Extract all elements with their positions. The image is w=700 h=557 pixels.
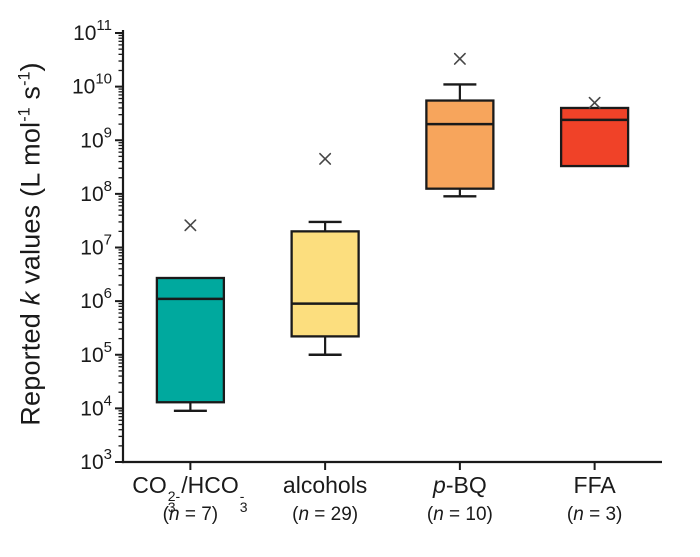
- outlier-marker-p-bq-0: [453, 52, 466, 65]
- outlier-marker-alcohols-0: [319, 152, 332, 165]
- italic-n: n: [573, 504, 584, 525]
- y-tick-exponent: 8: [104, 178, 112, 195]
- y-tick-label-10e10: 1010: [72, 71, 112, 99]
- outlier-x-stroke: [453, 52, 466, 65]
- y-tick-label-10e9: 109: [80, 124, 112, 152]
- x-category-label-co3-hco3: CO 2- 3/HCO -3: [105, 472, 275, 515]
- boxplot-group-p-bq: [425, 52, 495, 470]
- boxplot-group-alcohols: [290, 152, 360, 470]
- box-p-bq: [425, 99, 495, 190]
- label-text: Reported: [15, 305, 46, 426]
- label-text: ): [15, 62, 46, 72]
- boxplot-group-ffa: [559, 96, 630, 470]
- x-category-n-label-p-bq: (n = 10): [426, 504, 493, 525]
- italic-n: n: [298, 504, 310, 525]
- x-category-label-alcohols: alcohols: [240, 472, 410, 499]
- y-tick-label-10e5: 105: [80, 339, 112, 367]
- x-category-n-label-alcohols: (n = 29): [292, 504, 359, 525]
- x-category-n-label-co3-hco3: (n = 7): [162, 504, 219, 525]
- y-tick-exponent: 3: [104, 446, 112, 463]
- label-text: s: [15, 85, 46, 108]
- y-tick-exponent: 7: [104, 232, 112, 249]
- label-text: /HCO: [181, 472, 239, 498]
- label-text: -BQ: [445, 472, 487, 498]
- subscript: 3: [167, 499, 176, 515]
- y-tick-label-10e7: 107: [80, 232, 112, 260]
- label-text: values (L mol: [15, 121, 46, 292]
- y-tick-exponent: 4: [104, 392, 112, 409]
- x-category-n-label-ffa: (n = 3): [566, 504, 623, 525]
- outlier-x-stroke: [184, 219, 197, 232]
- label-text: p: [433, 472, 446, 498]
- y-tick-label-10e6: 106: [80, 285, 112, 313]
- superscript: 2-: [167, 488, 181, 504]
- box-co3-hco3: [155, 276, 226, 404]
- y-tick-exponent: 6: [104, 285, 112, 302]
- y-tick-exponent: 10: [95, 71, 112, 88]
- outlier-x-stroke: [319, 152, 332, 165]
- y-tick-exponent: 9: [104, 124, 112, 141]
- outlier-marker-co3-hco3-0: [184, 219, 197, 232]
- sub-sup-stack: 2- 3: [167, 488, 181, 515]
- label-text: -1: [15, 71, 34, 86]
- outlier-x-stroke: [588, 96, 601, 109]
- italic-n: n: [433, 504, 444, 525]
- label-text: alcohols: [282, 472, 368, 498]
- label-text: -1: [15, 107, 34, 122]
- italic-n: n: [168, 504, 180, 525]
- y-axis-title: Reported k values (L mol-1 s-1): [16, 62, 47, 425]
- box-ffa: [559, 106, 630, 168]
- superscript: -: [239, 488, 245, 504]
- y-tick-exponent: 11: [96, 17, 112, 34]
- y-tick-label-10e4: 104: [80, 392, 112, 420]
- x-category-label-ffa: FFA: [510, 472, 680, 499]
- boxplot-group-co3-hco3: [155, 219, 226, 470]
- y-tick-label-10e3: 103: [80, 446, 112, 474]
- label-text: CO: [132, 472, 167, 498]
- y-tick-label-10e11: 1011: [73, 17, 112, 45]
- y-tick-label-10e8: 108: [80, 178, 112, 206]
- label-text: k: [15, 291, 46, 306]
- label-text: FFA: [573, 472, 616, 498]
- box-alcohols: [290, 230, 360, 338]
- outlier-marker-ffa-0: [588, 96, 601, 109]
- y-tick-exponent: 5: [104, 339, 112, 356]
- sub-sup-stack: -3: [239, 488, 248, 515]
- x-category-label-p-bq: p-BQ: [375, 472, 545, 499]
- subscript: 3: [239, 499, 248, 515]
